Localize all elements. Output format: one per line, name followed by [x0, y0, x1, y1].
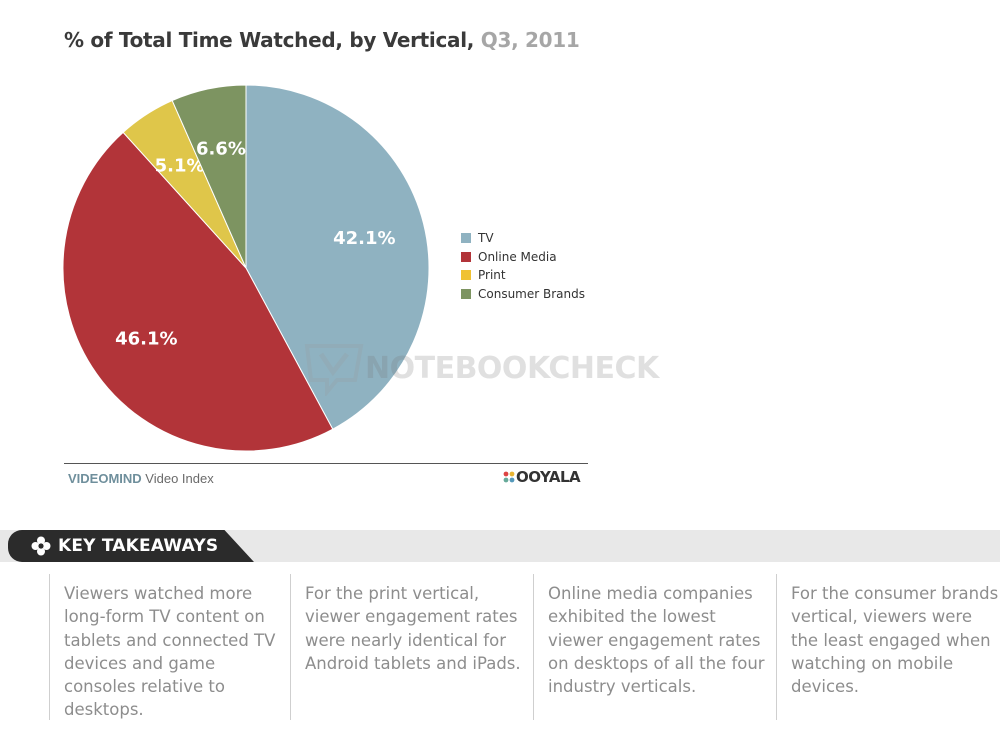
takeaway-column-1: Viewers watched more long-form TV conten…: [49, 574, 281, 720]
chart-subtitle: Q3, 2011: [480, 28, 580, 52]
pie-slice-online-media: [62, 131, 334, 452]
chart-title: % of Total Time Watched, by Vertical, Q3…: [64, 28, 580, 52]
ooyala-logo-text: OOYALA: [516, 468, 581, 486]
legend-swatch-online-media: [461, 251, 471, 262]
chart-title-main: % of Total Time Watched, by Vertical,: [64, 28, 475, 52]
watermark: NOTEBOOKCHECK: [303, 340, 659, 396]
legend-item-print: Print: [461, 266, 585, 285]
legend-label-consumer-brands: Consumer Brands: [478, 287, 585, 302]
chart-legend: TV Online Media Print Consumer Brands: [461, 229, 585, 303]
legend-item-online-media: Online Media: [461, 248, 585, 267]
watermark-logo-icon: [304, 344, 364, 396]
footer-index: Video Index: [145, 471, 214, 486]
legend-label-online-media: Online Media: [478, 249, 557, 264]
takeaway-text-1: Viewers watched more long-form TV conten…: [64, 584, 276, 720]
legend-label-print: Print: [478, 268, 506, 283]
pie-chart: 42.1% 46.1% 5.1%6.6%: [62, 84, 430, 452]
legend-item-consumer-brands: Consumer Brands: [461, 285, 585, 304]
pie-label-print: 5.1%: [155, 156, 205, 177]
ooyala-dots-icon: [503, 471, 515, 483]
flower-icon: [31, 536, 51, 556]
takeaways-heading: KEY TAKEAWAYS: [58, 536, 219, 556]
pie-label-consumer-brands: 6.6%: [196, 139, 246, 160]
legend-label-tv: TV: [478, 231, 494, 246]
footer-source: VIDEOMIND Video Index: [68, 471, 214, 486]
takeaway-text-4: For the consumer brands vertical, viewer…: [791, 584, 999, 697]
legend-swatch-tv: [461, 233, 471, 244]
takeaway-text-2: For the print vertical, viewer engagemen…: [305, 584, 521, 673]
ooyala-logo: OOYALA: [502, 468, 581, 486]
pie-slice-consumer-brands: [171, 84, 247, 269]
takeaway-column-4: For the consumer brands vertical, viewer…: [776, 574, 1000, 720]
watermark-text: NOTEBOOKCHECK: [365, 350, 659, 386]
footer-brand: VIDEOMIND: [68, 471, 142, 486]
legend-swatch-print: [461, 270, 471, 281]
legend-swatch-consumer-brands: [461, 289, 471, 300]
takeaways-tab: KEY TAKEAWAYS: [8, 530, 254, 562]
pie-slice-tv: [245, 84, 430, 430]
takeaway-text-3: Online media companies exhibited the low…: [548, 584, 765, 697]
takeaway-column-3: Online media companies exhibited the low…: [533, 574, 765, 720]
footer-divider: [64, 463, 588, 464]
pie-label-tv: 42.1%: [333, 228, 395, 249]
pie-label-online-media: 46.1%: [115, 328, 177, 349]
legend-item-tv: TV: [461, 229, 585, 248]
takeaway-column-2: For the print vertical, viewer engagemen…: [290, 574, 522, 720]
